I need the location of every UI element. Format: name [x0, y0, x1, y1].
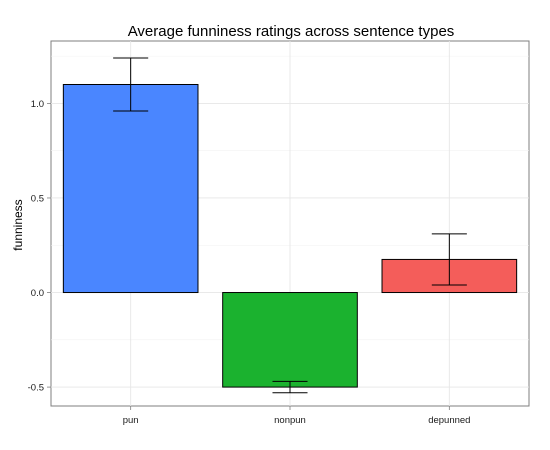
y-tick-label: -0.5	[28, 383, 44, 394]
x-axis-ticks: pun nonpun depunned	[123, 406, 470, 426]
bar-pun	[62, 83, 199, 294]
y-tick-label: 1.0	[31, 99, 44, 110]
chart-title: Average funniness ratings across sentenc…	[128, 23, 455, 40]
y-axis-label: funniness	[11, 199, 25, 250]
x-tick-label-depunned: depunned	[428, 415, 470, 426]
x-tick-label-pun: pun	[123, 415, 139, 426]
x-tick-label-nonpun: nonpun	[274, 415, 306, 426]
y-tick-label: 0.0	[31, 288, 44, 299]
bars	[62, 83, 518, 388]
bar-nonpun	[222, 292, 358, 388]
y-tick-label: 0.5	[31, 193, 44, 204]
error-bars	[113, 57, 467, 394]
y-axis-ticks: -0.5 0.0 0.5 1.0	[28, 99, 51, 394]
